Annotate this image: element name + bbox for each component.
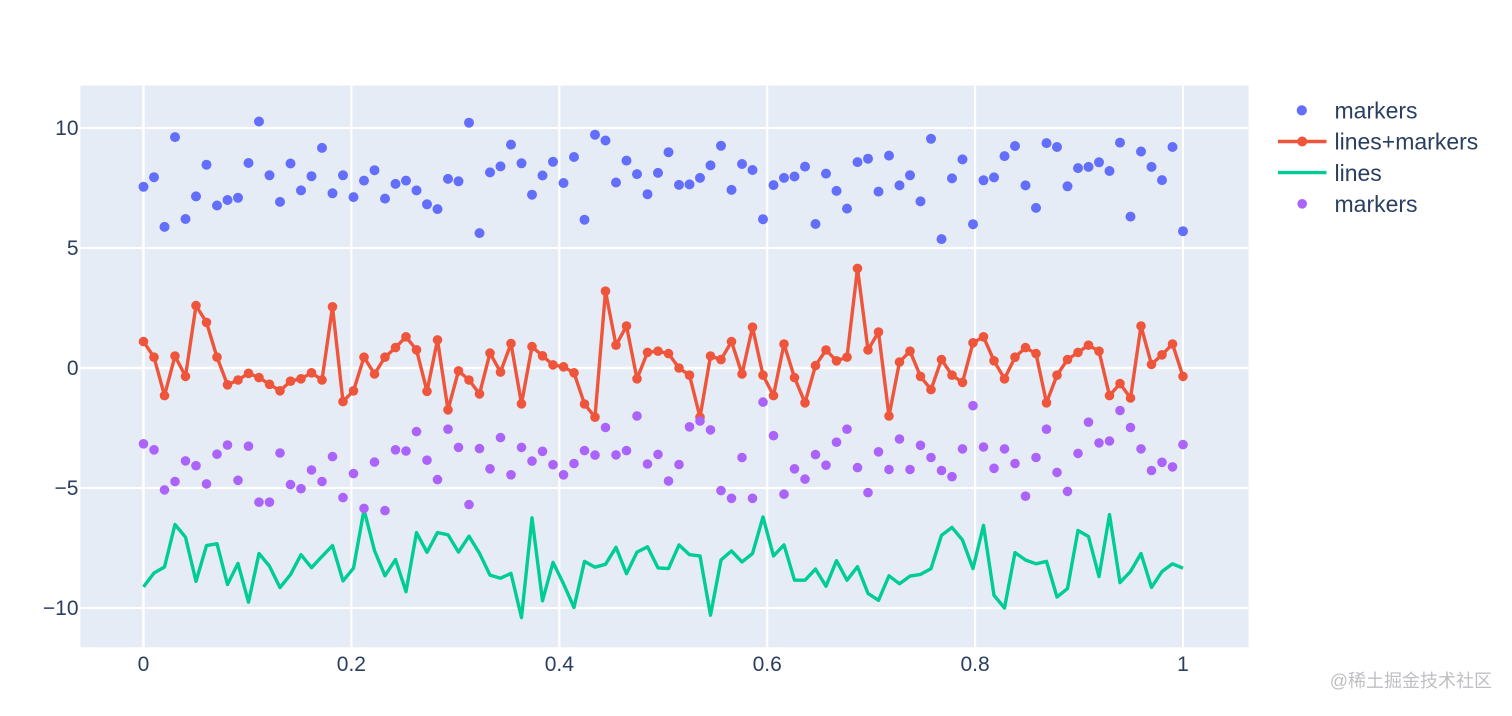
svg-text:0: 0 [138, 653, 150, 676]
svg-text:10: 10 [55, 117, 78, 140]
svg-text:lines: lines [1335, 160, 1382, 186]
svg-text:markers: markers [1335, 191, 1418, 217]
svg-text:markers: markers [1335, 98, 1418, 124]
svg-text:0.8: 0.8 [960, 653, 989, 676]
svg-text:0.4: 0.4 [545, 653, 575, 676]
svg-text:1: 1 [1177, 653, 1189, 676]
svg-text:0: 0 [67, 357, 79, 380]
svg-text:−5: −5 [55, 477, 79, 500]
svg-text:0.6: 0.6 [753, 653, 782, 676]
svg-text:lines+markers: lines+markers [1335, 129, 1479, 155]
svg-text:0.2: 0.2 [337, 653, 366, 676]
svg-text:@稀土掘金技术社区: @稀土掘金技术社区 [1330, 671, 1492, 691]
svg-text:5: 5 [67, 237, 79, 260]
svg-text:−10: −10 [43, 597, 79, 620]
